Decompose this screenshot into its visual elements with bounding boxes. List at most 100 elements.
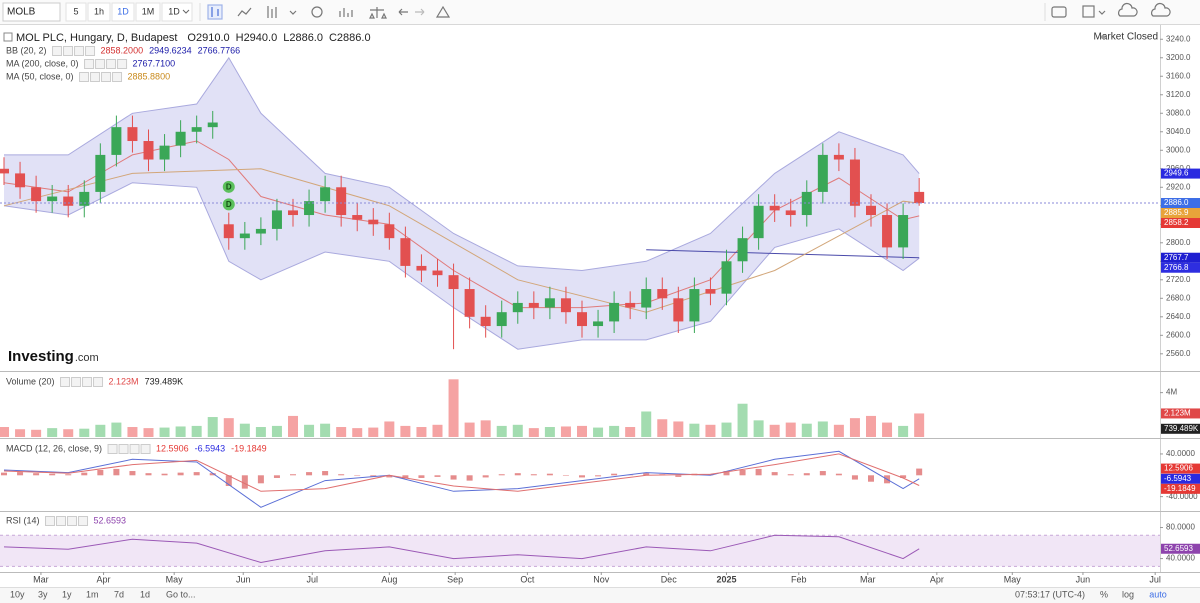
legend-icon[interactable]: [140, 444, 151, 454]
interval-label[interactable]: 1h: [94, 6, 104, 16]
range-button[interactable]: 3y: [38, 589, 48, 599]
price-badge-label: 12.5906: [1164, 464, 1193, 473]
rsi-line: [3, 534, 920, 564]
scale-option[interactable]: %: [1100, 589, 1108, 599]
legend-icon[interactable]: [78, 516, 89, 526]
dropdown-icon[interactable]: [289, 10, 297, 15]
range-button[interactable]: 10y: [10, 589, 25, 599]
price-badge: [1161, 168, 1200, 179]
legend-icon[interactable]: [101, 72, 112, 82]
legend-icon[interactable]: [95, 59, 106, 69]
range-button[interactable]: 1d: [140, 589, 150, 599]
layout-dropdown[interactable]: [1098, 10, 1106, 15]
volume-bar: [641, 411, 652, 437]
legend-icon[interactable]: [52, 46, 63, 56]
candle-body: [528, 302, 539, 308]
compare-icon[interactable]: [369, 7, 387, 19]
interval-button[interactable]: [161, 2, 193, 22]
legend-icon[interactable]: [56, 516, 67, 526]
legend-icon[interactable]: [67, 516, 78, 526]
alert-icon[interactable]: [435, 5, 451, 18]
x-tick-label: Sep: [447, 574, 463, 584]
legend-icon[interactable]: [118, 444, 129, 454]
volume-bar: [898, 425, 909, 437]
cloud-save-icon[interactable]: [1151, 2, 1171, 17]
moving-average: [3, 168, 920, 313]
interval-label[interactable]: 1D: [117, 6, 129, 16]
cloud-load-icon[interactable]: [1118, 2, 1138, 17]
dividend-marker[interactable]: [222, 198, 235, 211]
volume-bar: [127, 427, 138, 437]
candle-icon-shape: [211, 7, 219, 17]
camera-icon[interactable]: [1051, 6, 1067, 18]
range-button[interactable]: 1y: [62, 589, 72, 599]
candle-body: [609, 302, 620, 322]
symbol-box[interactable]: [2, 2, 61, 22]
legend-icon[interactable]: [45, 516, 56, 526]
legend-icon[interactable]: [82, 377, 93, 387]
x-tick-label: Mar: [860, 574, 876, 584]
legend-icon[interactable]: [79, 72, 90, 82]
interval-button[interactable]: [87, 2, 111, 22]
legend-icon[interactable]: [60, 377, 71, 387]
macd-histogram-bar: [145, 473, 152, 476]
candle-body: [352, 215, 363, 220]
legend-icon[interactable]: [106, 59, 117, 69]
scale-option[interactable]: log: [1122, 589, 1134, 599]
range-button[interactable]: 7d: [114, 589, 124, 599]
legend-icon[interactable]: [90, 72, 101, 82]
logo-brand: Investing: [8, 348, 74, 365]
price-badge-label: 52.6593: [1164, 544, 1193, 553]
price-badge-label: 2.123M: [1164, 409, 1191, 418]
legend-icon[interactable]: [74, 46, 85, 56]
scale-option[interactable]: auto: [1149, 589, 1167, 599]
candle-body: [673, 298, 684, 322]
volume-bar: [191, 425, 202, 437]
legend-icon[interactable]: [71, 377, 82, 387]
y-tick-label: 2640.0: [1166, 312, 1191, 321]
interval-label[interactable]: 1D: [168, 6, 180, 16]
macd-histogram-bar: [161, 473, 168, 476]
macd-histogram-bar: [386, 475, 393, 478]
y-tick-label: 2920.0: [1166, 182, 1191, 191]
candle-body: [15, 173, 26, 188]
legend-icon[interactable]: [112, 72, 123, 82]
undo-icon[interactable]: [398, 8, 408, 16]
volume-bar: [560, 426, 571, 437]
legend-icon[interactable]: [63, 46, 74, 56]
interval-label[interactable]: 1M: [142, 6, 155, 16]
indicator-name: MA (50, close, 0): [6, 71, 74, 81]
interval-dropdown[interactable]: [182, 9, 190, 14]
legend-toggle[interactable]: [3, 32, 13, 42]
range-button[interactable]: 1m: [86, 589, 99, 599]
legend-icon[interactable]: [93, 377, 104, 387]
legend-icon[interactable]: [117, 59, 128, 69]
layout-icon[interactable]: [1082, 5, 1095, 18]
legend-icon[interactable]: [129, 444, 140, 454]
studies-icon[interactable]: [339, 8, 353, 17]
legend-icon[interactable]: [84, 59, 95, 69]
redo-icon[interactable]: [415, 8, 425, 16]
line-icon[interactable]: [237, 7, 252, 17]
indicator-value: -6.5943: [195, 443, 226, 453]
indicator-icon[interactable]: [267, 6, 277, 18]
settings-icon[interactable]: [311, 6, 323, 18]
candle-icon[interactable]: [207, 4, 223, 20]
candle-body: [496, 312, 507, 327]
indicator-name: Volume (20): [6, 376, 55, 386]
interval-button[interactable]: [111, 2, 135, 22]
price-badge: [1161, 218, 1200, 229]
legend-icon[interactable]: [107, 444, 118, 454]
interval-label[interactable]: 5: [73, 6, 78, 16]
price-badge: [1161, 473, 1200, 484]
macd-histogram-bar: [755, 468, 762, 476]
candle-body: [914, 191, 925, 204]
interval-button[interactable]: [65, 2, 87, 22]
goto-button[interactable]: Go to...: [166, 589, 196, 599]
legend-icon[interactable]: [85, 46, 96, 56]
volume-bar: [769, 424, 780, 437]
volume-bar: [432, 424, 443, 437]
dividend-marker[interactable]: [222, 180, 235, 193]
interval-button[interactable]: [135, 2, 161, 22]
macd-histogram-bar: [273, 475, 280, 478]
